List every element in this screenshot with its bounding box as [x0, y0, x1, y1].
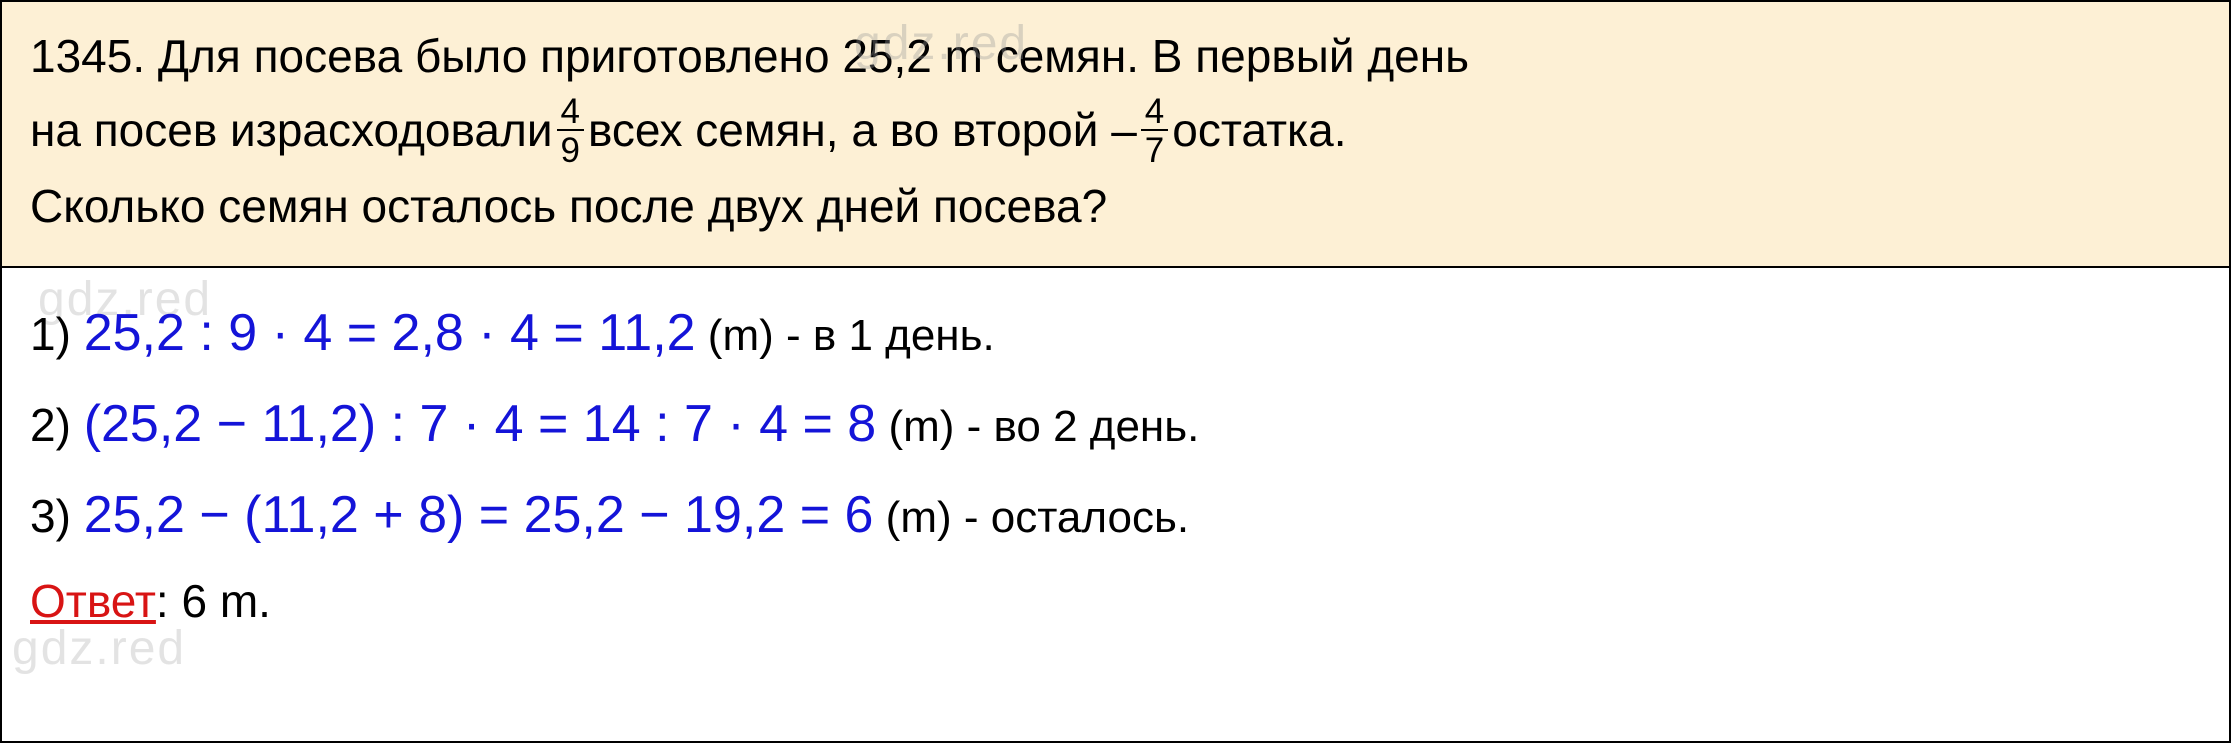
- fraction-1: 49: [557, 94, 584, 168]
- step-2-number: 2): [30, 399, 84, 451]
- problem-text-2a: на посев израсходовали: [30, 104, 553, 156]
- step-1-unit: (m) - в 1 день.: [696, 311, 995, 360]
- problem-statement: gdz.red 1345. Для посева было приготовле…: [2, 2, 2229, 268]
- step-1-math: 25,2 : 9 · 4 = 2,8 · 4 = 11,2: [84, 304, 696, 362]
- answer-value: : 6 m.: [156, 575, 271, 627]
- problem-text-2b: всех семян, а во второй –: [588, 104, 1137, 156]
- fraction-2-numerator: 4: [1141, 94, 1168, 131]
- step-3-number: 3): [30, 490, 84, 542]
- solution-step-1: 1) 25,2 : 9 · 4 = 2,8 · 4 = 11,2 (m) - в…: [30, 288, 2201, 379]
- fraction-2-denominator: 7: [1141, 131, 1168, 168]
- problem-text-3: Сколько семян осталось после двух дней п…: [30, 180, 1107, 232]
- step-2-unit: (m) - во 2 день.: [876, 402, 1199, 451]
- problem-line-3: Сколько семян осталось после двух дней п…: [30, 170, 2201, 244]
- solution-step-3: 3) 25,2 − (11,2 + 8) = 25,2 − 19,2 = 6 (…: [30, 470, 2201, 561]
- step-1-number: 1): [30, 308, 84, 360]
- problem-text-2c: остатка.: [1172, 104, 1346, 156]
- fraction-1-numerator: 4: [557, 94, 584, 131]
- fraction-2: 47: [1141, 94, 1168, 168]
- problem-line-2: на посев израсходовали49всех семян, а во…: [30, 94, 2201, 171]
- answer-label: Ответ: [30, 575, 156, 627]
- answer-line: Ответ: 6 m.: [30, 561, 2201, 642]
- solution-area: gdz.red gdz.red 1) 25,2 : 9 · 4 = 2,8 · …: [2, 268, 2229, 741]
- worksheet-container: gdz.red 1345. Для посева было приготовле…: [0, 0, 2231, 743]
- problem-text-1: Для посева было приготовлено 25,2 m семя…: [145, 30, 1469, 82]
- problem-number: 1345.: [30, 30, 145, 82]
- step-2-math: (25,2 − 11,2) : 7 · 4 = 14 : 7 · 4 = 8: [84, 395, 877, 453]
- fraction-1-denominator: 9: [557, 131, 584, 168]
- problem-line-1: 1345. Для посева было приготовлено 25,2 …: [30, 20, 2201, 94]
- step-3-unit: (m) - осталось.: [873, 493, 1189, 542]
- solution-step-2: 2) (25,2 − 11,2) : 7 · 4 = 14 : 7 · 4 = …: [30, 379, 2201, 470]
- step-3-math: 25,2 − (11,2 + 8) = 25,2 − 19,2 = 6: [84, 486, 874, 544]
